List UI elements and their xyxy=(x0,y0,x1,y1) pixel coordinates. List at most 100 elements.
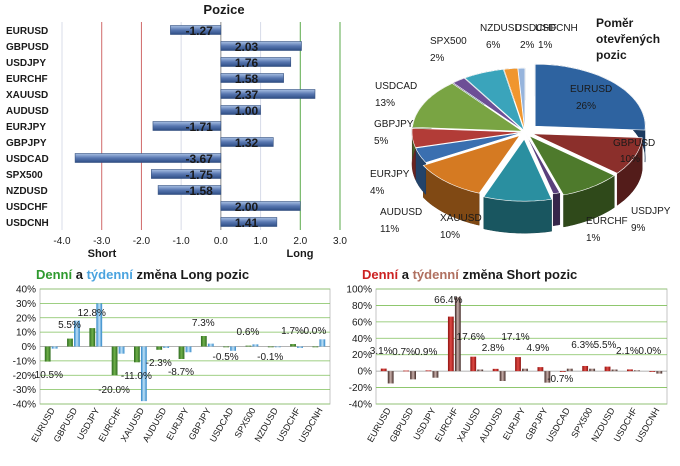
positions-chart-title: Pozice xyxy=(203,2,244,17)
data-label: 0.0% xyxy=(303,326,326,337)
weekly-bar xyxy=(544,371,551,383)
weekly-bar xyxy=(589,368,596,372)
data-label: 0.0% xyxy=(638,346,661,357)
long-change-title: Denní a týdenní změna Long pozic xyxy=(36,267,249,282)
pie-slice xyxy=(483,138,553,202)
y-tick-label: 0% xyxy=(22,342,37,353)
y-tick-label: 20% xyxy=(16,313,36,324)
position-bar xyxy=(157,185,222,195)
daily-bar xyxy=(290,344,296,347)
position-bar xyxy=(220,217,278,227)
pie-slice-name: USDCHF xyxy=(515,23,557,34)
weekly-bar xyxy=(118,346,125,354)
y-tick-label: -20% xyxy=(13,371,36,382)
pie-title-line-2: otevřených xyxy=(596,32,660,46)
category-label: USDCNH xyxy=(6,218,49,229)
daily-bar xyxy=(537,367,544,372)
weekly-bar xyxy=(319,339,326,347)
pie-slice-percent: 1% xyxy=(586,233,601,244)
pie-slice-name: GBPJPY xyxy=(374,119,414,130)
data-label: 5.5% xyxy=(594,340,617,351)
y-tick-label: -10% xyxy=(13,356,36,367)
pie-slice-percent: 2% xyxy=(520,40,535,51)
daily-bar xyxy=(134,346,140,363)
title-part: Denní xyxy=(36,267,73,282)
data-label: 0.7% xyxy=(392,347,415,358)
daily-bar xyxy=(156,346,163,350)
pie-slice-percent: 10% xyxy=(440,230,460,241)
positions-value-labels: -1.27 2.03 1.76 1.58 2.37 1.00 -1.71 1.32 -3.67 -… xyxy=(185,24,258,230)
weekly-bar xyxy=(499,371,506,381)
pie-slice xyxy=(532,133,643,174)
daily-bar xyxy=(267,346,274,348)
position-bar xyxy=(220,137,274,147)
daily-bar xyxy=(425,370,432,372)
value-label: 2.03 xyxy=(235,40,259,54)
y-tick-label: 100% xyxy=(346,285,372,296)
data-label: 7.3% xyxy=(192,318,215,329)
weekly-bar xyxy=(477,369,484,372)
pie-slice-name: USDJPY xyxy=(631,206,671,217)
weekly-bar xyxy=(387,371,394,384)
long-change-chart: Denní a týdenní změna Long pozic 40% 30% 2… xyxy=(13,267,331,445)
pie-title-line-3: pozic xyxy=(596,48,627,62)
daily-bar xyxy=(515,357,521,372)
data-label: 0.9% xyxy=(415,347,438,358)
pie-slice xyxy=(503,67,525,131)
short-change-category-labels: EURUSDGBPUSDUSDJPYEURCHFXAUUSDAUDUSDEURJ… xyxy=(365,406,661,445)
title-part: změna Long pozic xyxy=(133,267,249,282)
data-label: -0.1% xyxy=(257,352,283,363)
daily-bar xyxy=(582,365,589,372)
open-positions-pie: Poměr otevřených pozic EURUSD 26% GBPUSD 10… xyxy=(370,16,671,244)
category-label: USDCHF xyxy=(6,202,48,213)
category-label: USDJPY xyxy=(6,58,46,69)
title-part: a xyxy=(72,267,86,282)
weekly-bar xyxy=(140,346,147,402)
pie-title-line-1: Poměr xyxy=(596,16,634,30)
y-tick-label: 40% xyxy=(16,285,36,296)
weekly-bar xyxy=(252,344,259,347)
pie-slice-percent: 10% xyxy=(620,154,640,165)
pie-slice xyxy=(412,83,524,132)
title-part: týdenní xyxy=(87,267,134,282)
position-bar xyxy=(220,105,261,115)
long-change-data-labels: -10.5% 5.5%12.8% -20.0% -11.0% -2.3%-8.7% 7.3… xyxy=(31,308,326,396)
long-change-category-labels: EURUSDGBPUSDUSDJPYEURCHFXAUUSDAUDUSDEURJ… xyxy=(29,406,324,445)
y-tick-label: 20% xyxy=(352,350,372,361)
y-tick-label: 40% xyxy=(352,334,372,345)
x-tick-label: -3.0 xyxy=(93,236,111,247)
daily-bar xyxy=(559,371,566,372)
value-label: 1.58 xyxy=(235,72,259,86)
position-bar xyxy=(74,153,222,163)
pie-slice xyxy=(528,135,615,196)
pie-slice xyxy=(517,67,526,131)
category-label: NZDUSD xyxy=(6,186,48,197)
data-label: 0.6% xyxy=(237,327,260,338)
category-label: SPX500 xyxy=(6,170,43,181)
position-bar xyxy=(220,89,316,99)
daily-bar xyxy=(470,356,477,372)
short-axis-label: Short xyxy=(88,248,117,260)
daily-bar xyxy=(312,346,319,348)
short-change-chart: Denní a týdenní změna Short pozic 100% 80… xyxy=(346,267,668,445)
category-label: EURUSD xyxy=(6,26,48,37)
y-tick-label: 60% xyxy=(352,317,372,328)
pie-slice-name: SPX500 xyxy=(430,36,467,47)
pie-slice xyxy=(411,127,523,148)
y-tick-label: 0% xyxy=(358,367,373,378)
weekly-bar xyxy=(207,343,214,347)
data-label: -10.5% xyxy=(31,370,63,381)
category-label: USDCAD xyxy=(6,154,49,165)
daily-bar xyxy=(649,371,656,372)
title-part: a xyxy=(398,267,412,282)
weekly-bar xyxy=(230,346,236,351)
y-tick-label: -20% xyxy=(349,383,372,394)
x-tick-label: -1.0 xyxy=(173,236,191,247)
weekly-bar xyxy=(410,371,416,380)
short-change-title: Denní a týdenní změna Short pozic xyxy=(362,267,577,282)
short-change-grid: 100% 80% 60% 40% 20% 0% -20% -40% xyxy=(346,285,668,411)
data-label: 17.1% xyxy=(501,332,529,343)
x-tick-label: -2.0 xyxy=(133,236,151,247)
weekly-bar xyxy=(51,346,58,349)
data-label: -8.7% xyxy=(168,367,194,378)
